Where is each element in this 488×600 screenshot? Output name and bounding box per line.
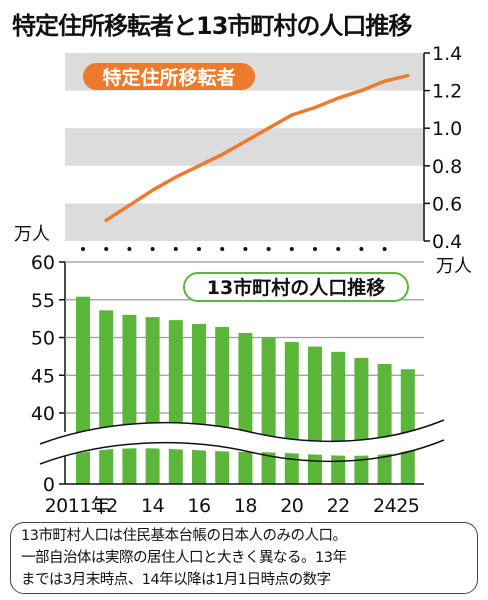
chart-canvas: 0.4 0.6 0.8 1.0 1.2 1.4 万人 特定住所移転者 0 40 45 50 55 60 万人… — [14, 43, 472, 517]
line-series-path — [104, 73, 410, 223]
bar-x-tick-label: 20 — [280, 495, 303, 517]
axis-break-wave-lower — [39, 439, 445, 465]
bar-y-tick-label: 50 — [31, 328, 55, 350]
bar-x-tick-label: 24 — [373, 495, 397, 517]
line-x-dot — [266, 247, 271, 251]
footnote-line-2: 一部自治体は実際の居住人口と大きく異なる。13年 — [21, 550, 347, 566]
bar — [192, 323, 206, 484]
line-y-tick-label: 0.8 — [432, 156, 462, 178]
line-x-dot — [197, 247, 201, 251]
bar-y-tick-label: 0 — [43, 474, 55, 496]
bar-y-tick-label: 60 — [31, 252, 55, 274]
line-y-tick-label: 1.0 — [432, 118, 462, 140]
line-x-dot — [220, 247, 225, 251]
line-x-dot — [336, 247, 341, 251]
line-grid-band — [65, 128, 424, 166]
bar-x-tick-label: 14 — [141, 495, 165, 517]
bar-unit-label: 万人 — [14, 224, 50, 245]
line-x-dot — [173, 247, 178, 251]
bar-title-pill — [183, 272, 409, 302]
line-y-tick-label: 1.2 — [432, 81, 462, 103]
line-title-pill — [83, 63, 255, 90]
bar — [215, 326, 230, 484]
line-x-dot — [81, 247, 85, 251]
bar — [168, 320, 183, 484]
bar-x-tick-label: 18 — [234, 495, 257, 517]
bar — [331, 351, 346, 484]
axis-break-wave-upper — [39, 419, 445, 445]
bar — [354, 357, 369, 484]
line-y-tick-label: 0.6 — [432, 193, 462, 215]
footnote-line-1: 13市町村人口は住民基本台帳の日本人のみの人口。 — [21, 528, 347, 544]
line-x-dot — [243, 247, 248, 251]
bar — [377, 363, 392, 484]
bar-x-tick-label: 16 — [187, 495, 210, 517]
bar-title: 13市町村の人口推移 — [207, 276, 385, 299]
bar — [76, 296, 90, 484]
bar — [308, 346, 322, 484]
line-x-dot — [289, 247, 294, 251]
line-y-tick-label: 0.4 — [432, 231, 462, 253]
bar-x-tick-label: 2011年 — [45, 495, 110, 517]
line-x-dot — [359, 247, 364, 251]
line-unit-label: 万人 — [436, 256, 472, 277]
line-x-dot — [127, 247, 132, 251]
bar-x-tick-label: 12 — [95, 495, 118, 517]
bar-y-tick-label: 55 — [31, 290, 55, 312]
bar — [122, 314, 137, 484]
bar — [261, 337, 276, 484]
footnote: 13市町村人口は住民基本台帳の日本人のみの人口。 一部自治体は実際の居住人口と大… — [10, 522, 478, 594]
bar — [400, 369, 415, 484]
bar-y-tick-label: 45 — [31, 365, 55, 387]
bar-y-tick-label: 40 — [31, 403, 55, 425]
line-x-dot — [104, 247, 109, 251]
bar — [238, 332, 253, 484]
line-x-dot — [313, 247, 317, 251]
line-y-tick-label: 1.4 — [432, 43, 462, 65]
line-grid-band — [65, 203, 424, 241]
line-title: 特定住所移転者 — [102, 66, 235, 89]
bar — [284, 342, 299, 484]
bar-x-tick-label: 22 — [327, 495, 350, 517]
bar-x-tick-label: 25 — [396, 495, 419, 517]
axis-break-gap — [40, 420, 444, 464]
chart-title: 特定住所移転者と13市町村の人口推移 — [12, 12, 412, 40]
bar — [145, 317, 160, 484]
bar — [99, 310, 114, 484]
line-x-dot — [150, 247, 155, 251]
footnote-line-3: までは3月末時点、14年以降は1月1日時点の数字 — [21, 572, 331, 588]
line-x-dot — [382, 247, 387, 251]
